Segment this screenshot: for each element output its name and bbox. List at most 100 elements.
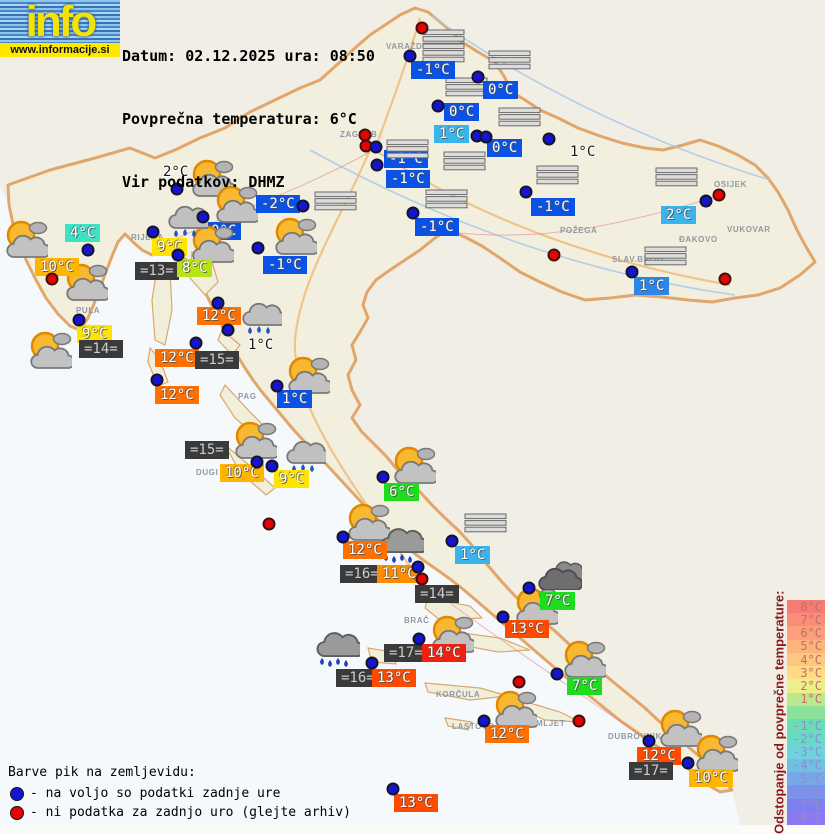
station-dot-blue[interactable] (250, 455, 264, 469)
station-dot-blue[interactable] (550, 667, 564, 681)
station-dot-blue[interactable] (189, 336, 203, 350)
station-dot-red[interactable] (262, 517, 276, 531)
station-dot-blue[interactable] (270, 379, 284, 393)
temperature-label[interactable]: 7°C (567, 677, 603, 695)
temperature-label[interactable]: 1°C (248, 337, 274, 353)
temperature-label[interactable]: 1°C (277, 390, 313, 408)
map-city-label: SLAV.BROD (612, 255, 664, 264)
temperature-label[interactable]: 0°C (487, 139, 523, 157)
scale-band: 2°C (787, 679, 825, 693)
station-dot-blue[interactable] (296, 199, 310, 213)
temperature-label[interactable]: 10°C (220, 464, 264, 482)
station-dot-blue[interactable] (376, 470, 390, 484)
station-dot-blue[interactable] (150, 373, 164, 387)
station-dot-blue[interactable] (625, 265, 639, 279)
station-dot-red[interactable] (712, 188, 726, 202)
station-dot-red[interactable] (415, 21, 429, 35)
temperature-label[interactable]: 8°C (177, 259, 213, 277)
station-dot-red[interactable] (572, 714, 586, 728)
station-dot-red[interactable] (512, 675, 526, 689)
temperature-label[interactable]: 12°C (637, 747, 681, 765)
station-dot-blue[interactable] (496, 610, 510, 624)
temperature-label[interactable]: 13°C (505, 620, 549, 638)
station-dot-blue[interactable] (369, 140, 383, 154)
station-dot-blue[interactable] (542, 132, 556, 146)
temperature-label[interactable]: 7°C (540, 592, 576, 610)
deviation-label[interactable]: =15= (195, 351, 239, 369)
station-dot-blue[interactable] (336, 530, 350, 544)
temperature-label[interactable]: 0°C (444, 103, 480, 121)
temperature-label[interactable]: 6°C (384, 483, 420, 501)
station-dot-red[interactable] (718, 272, 732, 286)
temperature-label[interactable]: 11°C (377, 565, 421, 583)
deviation-label[interactable]: =16= (340, 565, 384, 583)
station-dot-blue[interactable] (171, 248, 185, 262)
station-dot-blue[interactable] (265, 459, 279, 473)
station-dot-blue[interactable] (479, 130, 493, 144)
temperature-label[interactable]: 1°C (570, 144, 596, 160)
temperature-label[interactable]: -1°C (263, 256, 307, 274)
temperature-label[interactable]: 9°C (77, 325, 113, 343)
temperature-label[interactable]: 0°C (483, 81, 519, 99)
deviation-label[interactable]: =14= (79, 340, 123, 358)
station-dot-red[interactable] (547, 248, 561, 262)
deviation-label[interactable]: =17= (384, 644, 428, 662)
station-dot-blue[interactable] (412, 632, 426, 646)
scale-band: 7°C (787, 613, 825, 627)
adriatic-sea (0, 188, 740, 825)
station-dot-blue[interactable] (431, 99, 445, 113)
temperature-label[interactable]: 12°C (343, 541, 387, 559)
station-dot-blue[interactable] (681, 756, 695, 770)
station-dot-blue[interactable] (370, 158, 384, 172)
site-logo[interactable]: info www.informacije.si (0, 0, 120, 57)
temperature-label[interactable]: 9°C (274, 470, 310, 488)
station-dot-blue[interactable] (471, 70, 485, 84)
temperature-label[interactable]: 12°C (485, 725, 529, 743)
temperature-label[interactable]: 14°C (422, 644, 466, 662)
temperature-label[interactable]: 13°C (394, 794, 438, 812)
station-dot-blue[interactable] (642, 734, 656, 748)
temperature-label[interactable]: -1°C (384, 150, 428, 168)
station-dot-blue[interactable] (365, 656, 379, 670)
station-dot-blue[interactable] (251, 241, 265, 255)
temperature-label[interactable]: -1°C (386, 170, 430, 188)
deviation-label[interactable]: =17= (629, 762, 673, 780)
station-dot-blue[interactable] (81, 243, 95, 257)
temperature-label[interactable]: 2°C (163, 164, 189, 180)
temperature-label[interactable]: 12°C (197, 307, 241, 325)
deviation-label[interactable]: =13= (135, 262, 179, 280)
temperature-label[interactable]: 10°C (35, 258, 79, 276)
temperature-label[interactable]: -1°C (531, 198, 575, 216)
station-dot-blue[interactable] (221, 323, 235, 337)
temperature-label[interactable]: 13°C (372, 669, 416, 687)
temperature-label[interactable]: 0°C (206, 222, 242, 240)
station-dot-red[interactable] (415, 572, 429, 586)
deviation-label[interactable]: =14= (415, 585, 459, 603)
temperature-label[interactable]: 1°C (434, 125, 470, 143)
station-dot-red[interactable] (45, 272, 59, 286)
station-dot-blue[interactable] (406, 206, 420, 220)
temperature-label[interactable]: -1°C (415, 218, 459, 236)
station-dot-blue[interactable] (146, 225, 160, 239)
temperature-label[interactable]: -1°C (411, 61, 455, 79)
temperature-label[interactable]: 12°C (155, 349, 199, 367)
station-dot-blue[interactable] (445, 534, 459, 548)
temperature-label[interactable]: 1°C (455, 546, 491, 564)
deviation-label[interactable]: =15= (185, 441, 229, 459)
station-dot-blue[interactable] (403, 49, 417, 63)
station-dot-blue[interactable] (522, 581, 536, 595)
temperature-label[interactable]: 4°C (65, 224, 101, 242)
temperature-label[interactable]: 1°C (634, 277, 670, 295)
station-dot-blue[interactable] (477, 714, 491, 728)
temperature-label[interactable]: -2°C (256, 195, 300, 213)
temperature-label[interactable]: 12°C (155, 386, 199, 404)
station-dot-blue[interactable] (699, 194, 713, 208)
station-dot-blue[interactable] (72, 313, 86, 327)
station-dot-blue[interactable] (519, 185, 533, 199)
station-dot-blue[interactable] (386, 782, 400, 796)
deviation-label[interactable]: =16= (336, 669, 380, 687)
temperature-label[interactable]: 10°C (689, 769, 733, 787)
station-dot-blue[interactable] (211, 296, 225, 310)
station-dot-blue[interactable] (170, 182, 184, 196)
temperature-label[interactable]: 2°C (661, 206, 697, 224)
